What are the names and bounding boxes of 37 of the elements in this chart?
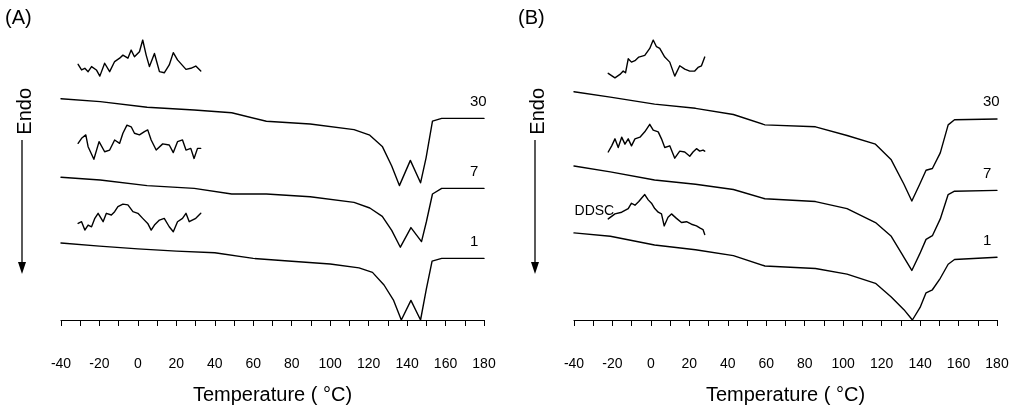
series-label: 7	[470, 161, 479, 179]
x-tick-label: 140	[395, 355, 419, 371]
y-axis-title: Endo	[13, 87, 35, 135]
x-tick-label: 0	[134, 355, 143, 371]
x-tick-label: 100	[831, 355, 856, 371]
x-axis-title: Temperature ( °C)	[192, 383, 353, 405]
chart-title: (B)	[518, 6, 545, 28]
x-tick-label: 40	[720, 355, 736, 371]
x-tick-label: 120	[869, 355, 894, 371]
x-tick-label: 160	[433, 355, 458, 371]
x-tick-label: 140	[908, 355, 932, 371]
x-tick-label: 100	[318, 355, 343, 371]
x-tick-label: -40	[563, 355, 585, 371]
x-tick-label: -20	[602, 355, 623, 371]
x-tick-label: 40	[207, 355, 223, 371]
series-label: 1	[470, 231, 479, 249]
x-tick-label: 120	[356, 355, 381, 371]
x-tick-label: -40	[50, 355, 72, 371]
x-tick-label: 60	[758, 355, 775, 371]
chart-title: (A)	[5, 6, 32, 28]
series-label: 30	[470, 91, 487, 109]
x-tick-label: 0	[647, 355, 656, 371]
annotation: DDSC	[574, 201, 615, 218]
series-label: 1	[983, 230, 992, 248]
series-label: 7	[983, 163, 992, 181]
x-tick-label: 60	[245, 355, 262, 371]
x-tick-label: 80	[283, 355, 300, 371]
x-tick-label: 160	[946, 355, 971, 371]
x-tick-label: 180	[985, 355, 1009, 371]
series-label: 30	[983, 92, 1000, 110]
x-axis-title: Temperature ( °C)	[705, 383, 866, 405]
x-tick-label: 20	[168, 355, 185, 371]
x-tick-label: 80	[796, 355, 813, 371]
x-tick-label: -20	[89, 355, 110, 371]
y-axis-title: Endo	[526, 87, 548, 135]
x-tick-label: 180	[472, 355, 496, 371]
x-tick-label: 20	[681, 355, 698, 371]
